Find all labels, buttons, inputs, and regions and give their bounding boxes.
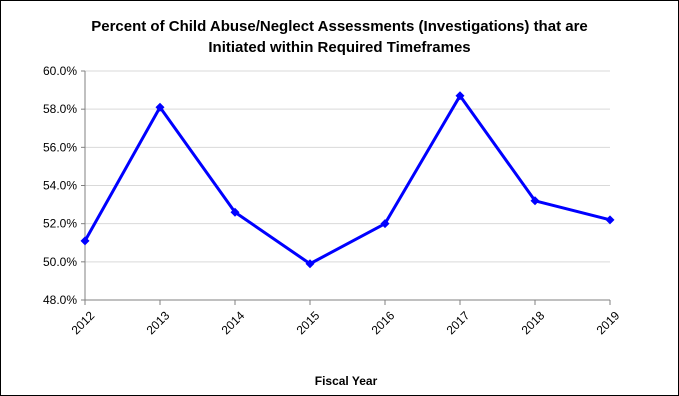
x-tick-label: 2012: [69, 308, 98, 337]
y-tick-label: 52.0%: [43, 217, 77, 231]
data-point-marker: [605, 215, 615, 225]
x-tick-label: 2018: [519, 308, 548, 337]
data-point-marker: [230, 207, 240, 217]
chart-title-line-1: Percent of Child Abuse/Neglect Assessmen…: [91, 18, 588, 35]
series: [80, 91, 615, 269]
data-point-marker: [455, 91, 465, 101]
x-axis-label: Fiscal Year: [315, 374, 378, 388]
chart-title-line-2: Initiated within Required Timeframes: [208, 39, 471, 56]
data-point-marker: [530, 196, 540, 206]
x-tick-label: 2019: [594, 308, 623, 337]
axes: [81, 70, 611, 305]
series-line: [83, 94, 611, 266]
y-tick-label: 48.0%: [43, 293, 77, 307]
x-tick-label: 2015: [294, 308, 323, 337]
data-point-marker: [155, 102, 165, 112]
y-tick-label: 50.0%: [43, 255, 77, 269]
gridlines: [85, 70, 610, 263]
y-tick-label: 56.0%: [43, 140, 77, 154]
y-tick-label: 60.0%: [43, 64, 77, 78]
x-tick-label: 2013: [144, 308, 173, 337]
data-point-marker: [80, 236, 90, 246]
x-tick-label: 2017: [444, 308, 473, 337]
data-point-marker: [305, 259, 315, 269]
y-tick-label: 58.0%: [43, 102, 77, 116]
chart-title: Percent of Child Abuse/Neglect Assessmen…: [0, 16, 679, 58]
y-axis-tick-labels: 48.0% 50.0% 52.0% 54.0% 56.0% 58.0% 60.0%: [43, 64, 77, 307]
x-tick-label: 2016: [369, 308, 398, 337]
data-point-marker: [380, 219, 390, 229]
x-axis-tick-labels: 2012 2013 2014 2015 2016 2017 2018 2019: [69, 308, 623, 337]
y-tick-label: 54.0%: [43, 179, 77, 193]
x-tick-label: 2014: [219, 308, 248, 337]
